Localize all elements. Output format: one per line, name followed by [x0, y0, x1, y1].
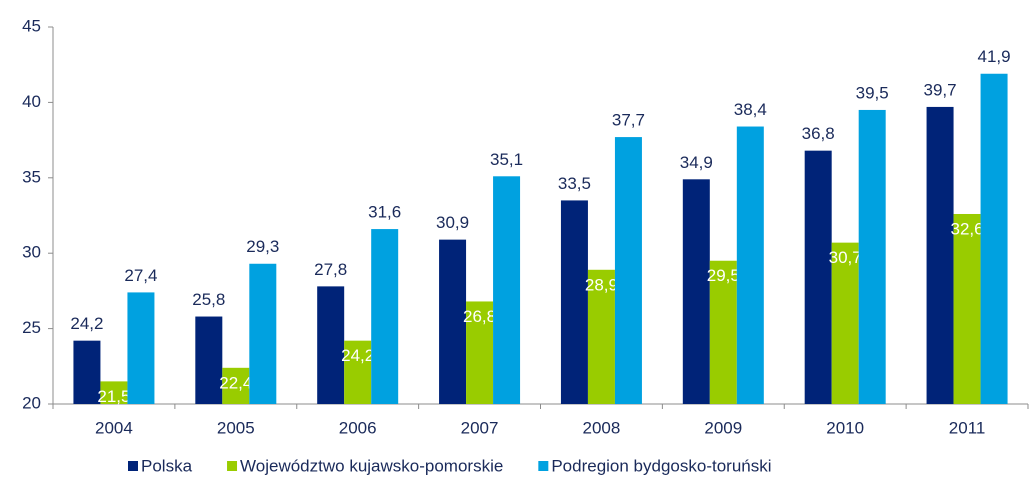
value-label: 24,2 — [341, 346, 374, 365]
bar — [222, 367, 250, 404]
bar — [317, 286, 345, 404]
value-label: 29,5 — [707, 266, 740, 285]
value-label: 28,9 — [585, 275, 618, 294]
bar — [371, 229, 399, 404]
value-label: 33,5 — [558, 174, 591, 193]
x-tick-label: 2010 — [826, 418, 864, 437]
bar — [587, 269, 615, 404]
value-label: 38,4 — [734, 100, 767, 119]
bar — [127, 292, 155, 404]
y-tick-label: 35 — [22, 167, 41, 186]
value-label: 41,9 — [978, 47, 1011, 66]
bar — [736, 126, 764, 404]
x-tick-label: 2004 — [95, 418, 133, 437]
y-tick-label: 40 — [22, 92, 41, 111]
value-label: 36,8 — [802, 124, 835, 143]
bar — [804, 150, 832, 404]
x-tick-label: 2005 — [217, 418, 255, 437]
legend-label: Województwo kujawsko-pomorskie — [240, 456, 503, 475]
legend-swatch — [128, 461, 138, 471]
x-tick-label: 2011 — [949, 418, 986, 437]
x-tick-label: 2007 — [461, 418, 499, 437]
bar — [466, 301, 494, 404]
value-label: 30,9 — [436, 213, 469, 232]
value-label: 27,8 — [314, 260, 347, 279]
legend-label: Podregion bydgosko-toruński — [551, 456, 771, 475]
legend-label: Polska — [141, 456, 193, 475]
bar — [953, 213, 981, 404]
bar — [858, 109, 886, 404]
bar — [682, 179, 710, 404]
bar — [344, 340, 372, 404]
bar — [73, 340, 101, 404]
legend-swatch — [227, 461, 238, 471]
value-label: 39,5 — [856, 83, 889, 102]
bar — [980, 73, 1008, 405]
bar — [614, 137, 642, 405]
x-tick-label: 2006 — [339, 418, 377, 437]
bar — [709, 260, 737, 404]
bar — [195, 316, 223, 404]
bar — [926, 106, 954, 404]
value-label: 21,5 — [97, 387, 130, 406]
value-label: 35,1 — [490, 150, 523, 169]
value-label: 39,7 — [924, 80, 957, 99]
bar — [493, 176, 521, 404]
y-tick-label: 30 — [22, 243, 41, 262]
bar — [560, 200, 588, 404]
y-tick-label: 25 — [22, 318, 41, 337]
value-label: 34,9 — [680, 153, 713, 172]
x-tick-label: 2009 — [704, 418, 742, 437]
legend-swatch — [538, 461, 549, 471]
value-label: 29,3 — [246, 237, 279, 256]
value-label: 22,4 — [219, 373, 252, 392]
value-label: 26,8 — [463, 307, 496, 326]
value-label: 31,6 — [368, 203, 401, 222]
bar — [439, 239, 467, 404]
value-label: 30,7 — [829, 248, 862, 267]
bar — [831, 242, 859, 404]
value-label: 27,4 — [124, 266, 157, 285]
value-label: 24,2 — [70, 314, 103, 333]
y-tick-label: 20 — [22, 393, 41, 412]
bar — [249, 263, 277, 404]
value-label: 37,7 — [612, 111, 645, 130]
y-tick-label: 45 — [22, 16, 41, 35]
value-label: 32,6 — [951, 219, 984, 238]
x-tick-label: 2008 — [583, 418, 621, 437]
bar — [100, 381, 128, 404]
value-label: 25,8 — [192, 290, 225, 309]
